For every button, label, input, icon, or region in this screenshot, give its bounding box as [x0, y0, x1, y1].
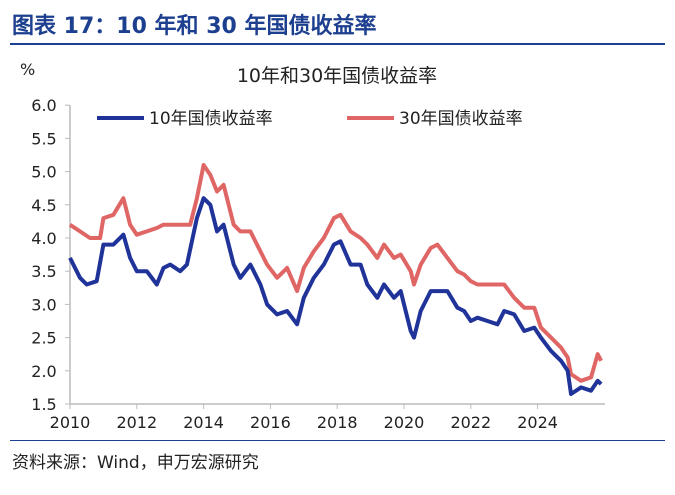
yield-chart: % 10年和30年国债收益率 10年国债收益率 30年国债收益率 1.5 2.0 2.… [20, 60, 605, 432]
footer-divider [10, 440, 665, 441]
series-lines [68, 163, 603, 396]
series-line-30y [68, 163, 603, 383]
x-tick-label: 2010 [50, 413, 91, 432]
x-tick-label: 2024 [517, 413, 558, 432]
y-tick-label: 6.0 [31, 96, 56, 115]
source-note: 资料来源：Wind，申万宏源研究 [12, 453, 259, 473]
x-tick-label: 2012 [116, 413, 157, 432]
legend-label-30y: 30年国债收益率 [399, 109, 523, 129]
figure-title: 图表 17：10 年和 30 年国债收益率 [12, 14, 377, 39]
x-tick-label: 2018 [317, 413, 358, 432]
legend: 10年国债收益率 30年国债收益率 [97, 109, 523, 129]
x-tick-label: 2016 [250, 413, 291, 432]
y-tick-label: 4.5 [31, 196, 56, 215]
y-tick-label: 5.0 [31, 163, 56, 182]
y-axis-unit: % [20, 60, 35, 79]
x-tick-label: 2014 [183, 413, 224, 432]
chart-title: 10年和30年国债收益率 [237, 65, 437, 87]
y-tick-label: 1.5 [31, 395, 56, 414]
y-tick-label: 2.0 [31, 362, 56, 381]
series-line-10y [68, 196, 603, 396]
y-tick-label: 4.0 [31, 229, 56, 248]
y-tick-label: 3.5 [31, 262, 56, 281]
x-tick-label: 2022 [450, 413, 491, 432]
x-tick-label: 2020 [384, 413, 425, 432]
y-tick-label: 3.0 [31, 295, 56, 314]
legend-label-10y: 10年国债收益率 [149, 109, 273, 129]
axes: 1.5 2.0 2.5 3.0 3.5 4.0 4.5 5.0 5.5 6.0 2010 2012 20… [31, 96, 605, 432]
header-divider [10, 43, 665, 45]
y-tick-label: 5.5 [31, 129, 56, 148]
y-tick-label: 2.5 [31, 329, 56, 348]
